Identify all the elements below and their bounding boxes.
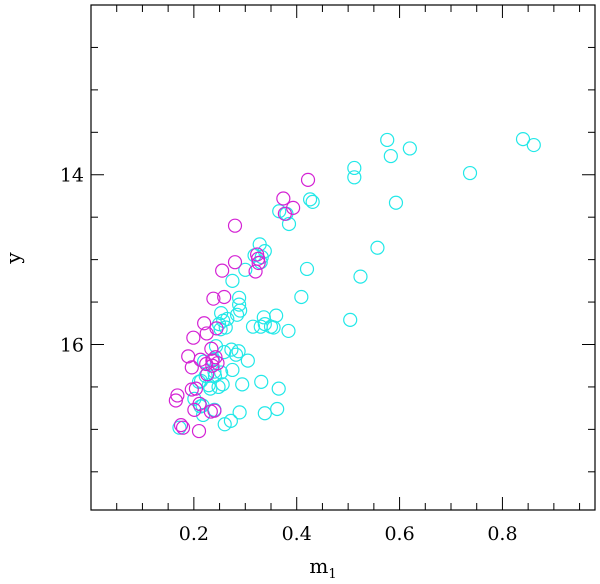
data-point-series-2 [227,255,243,270]
data-point-series-1 [294,289,309,305]
data-point-series-1 [402,141,417,156]
data-point-series-1 [218,320,233,335]
tick-labels: 0.2 0.4 0.6 0.8 14 16 [60,165,518,545]
data-point-series-1 [266,320,281,335]
data-point-series-1 [353,269,368,284]
data-point-series-2 [199,326,214,341]
data-points [168,132,541,439]
data-point-series-2 [188,381,204,396]
data-point-series-1 [207,364,222,379]
data-point-series-1 [526,137,541,153]
x-tick-label: 0.8 [487,523,517,545]
x-tick-label: 0.4 [282,523,312,545]
data-point-series-1 [253,319,268,334]
data-point-series-1 [232,297,247,312]
data-point-series-1 [245,319,261,334]
x-tick-label: 0.2 [179,523,209,545]
data-point-series-2 [206,291,221,306]
data-point-series-2 [168,393,183,408]
data-point-series-1 [232,405,247,420]
data-point-series-1 [172,420,187,435]
data-point-series-2 [175,420,191,435]
data-point-series-1 [370,240,385,255]
data-point-series-1 [515,132,531,147]
data-point-series-2 [208,350,223,365]
data-point-series-2 [248,264,263,279]
data-point-series-2 [170,388,185,403]
data-point-series-1 [257,406,272,421]
data-point-series-1 [347,170,362,185]
data-point-series-2 [215,263,230,278]
data-point-series-1 [343,312,358,327]
data-point-series-1 [229,307,245,322]
data-point-series-1 [228,347,244,362]
data-point-series-1 [211,379,226,395]
x-axis-label-subscript: 1 [328,567,336,582]
data-point-series-1 [217,345,232,360]
data-point-series-1 [257,317,272,332]
data-point-series-1 [231,344,246,359]
data-point-series-1 [233,303,248,318]
data-point-series-1 [299,261,315,277]
data-point-series-2 [193,352,208,367]
data-point-series-1 [462,165,478,181]
x-tick-label: 0.6 [384,523,414,545]
data-point-series-2 [276,191,291,206]
data-point-series-1 [240,353,255,368]
data-point-series-2 [191,423,207,439]
data-point-series-1 [225,273,240,288]
axis-ticks [91,5,595,510]
data-point-series-1 [305,194,320,210]
y-tick-label: 16 [60,334,84,356]
data-point-series-1 [203,381,218,396]
data-point-series-1 [347,160,362,176]
data-point-series-1 [270,401,285,417]
data-point-series-2 [200,367,215,382]
data-point-series-2 [251,255,266,271]
data-point-series-1 [238,262,253,277]
data-point-series-1 [225,362,240,378]
data-point-series-1 [281,216,297,232]
data-point-series-1 [380,132,395,148]
data-point-series-2 [204,341,219,356]
data-point-series-1 [271,381,286,396]
data-point-series-2 [300,172,316,187]
data-point-series-1 [281,323,296,339]
data-point-series-1 [215,377,230,392]
data-point-series-1 [224,342,239,357]
data-point-series-2 [184,360,199,375]
y-tick-label: 14 [60,165,84,187]
data-point-series-1 [254,374,269,389]
data-point-series-1 [302,192,318,207]
data-point-series-2 [217,289,232,305]
data-point-series-2 [277,206,292,221]
data-point-series-1 [383,148,398,164]
data-point-series-2 [173,418,189,433]
x-axis-label-main: m [309,554,328,578]
data-point-series-2 [187,402,202,417]
x-axis-label: m1 [309,554,336,582]
data-point-series-1 [217,417,232,432]
data-point-series-1 [388,195,404,210]
data-point-series-2 [197,316,212,331]
data-point-series-2 [227,218,243,233]
data-point-series-2 [186,330,201,345]
data-point-series-1 [235,377,250,392]
data-point-series-2 [205,358,220,373]
data-point-series-2 [207,403,222,418]
data-point-series-1 [220,311,235,327]
y-axis-label: y [1,252,25,265]
data-point-series-1 [211,317,227,332]
plot-frame [90,4,596,511]
